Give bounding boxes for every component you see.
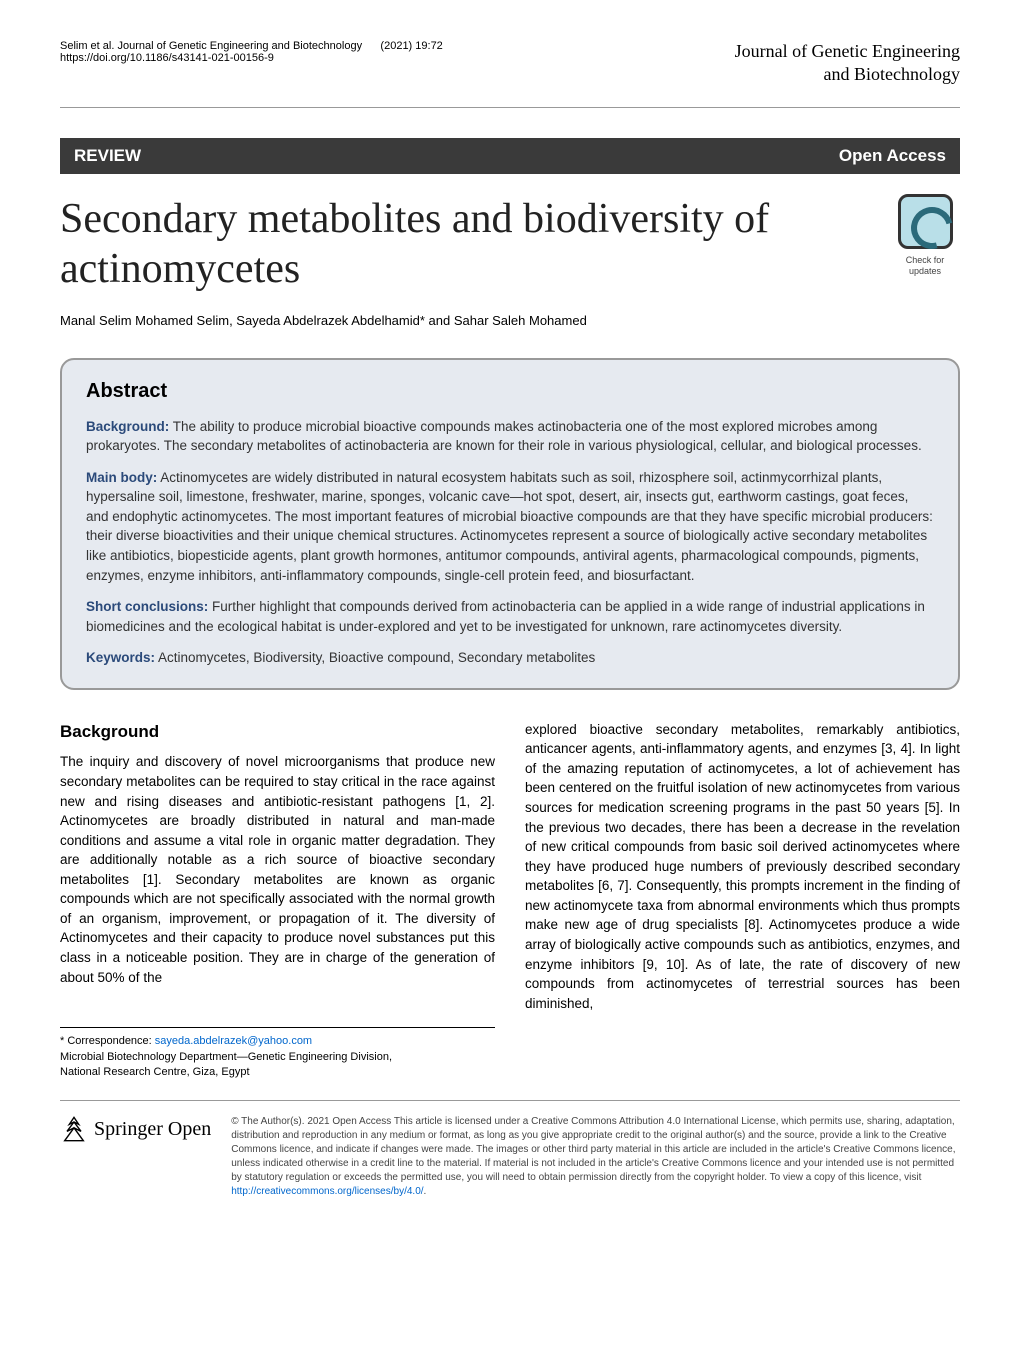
body-col2-text: explored bioactive secondary metabolites… [525, 720, 960, 1013]
page-header: Selim et al. Journal of Genetic Engineer… [60, 40, 960, 87]
check-updates-button[interactable]: Check for updates [890, 194, 960, 284]
abstract-box: Abstract Background: The ability to prod… [60, 358, 960, 690]
publisher-name: Springer [94, 1118, 163, 1140]
correspondence-email[interactable]: sayeda.abdelrazek@yahoo.com [155, 1035, 312, 1047]
affiliation-line2: National Research Centre, Giza, Egypt [60, 1066, 250, 1078]
license-link[interactable]: http://creativecommons.org/licenses/by/4… [231, 1186, 423, 1197]
correspondence-label: * Correspondence: [60, 1035, 155, 1047]
abstract-background-label: Background: [86, 419, 169, 434]
citation-source: Selim et al. Journal of Genetic Engineer… [60, 40, 362, 52]
abstract-conclusions-label: Short conclusions: [86, 599, 208, 614]
springer-icon [60, 1115, 88, 1143]
citation: Selim et al. Journal of Genetic Engineer… [60, 40, 735, 64]
journal-line1: Journal of Genetic Engineering [735, 41, 960, 61]
body-col1-text: The inquiry and discovery of novel micro… [60, 752, 495, 987]
body-col1: Background The inquiry and discovery of … [60, 720, 495, 1081]
abstract-heading: Abstract [86, 380, 934, 403]
citation-volume: (2021) 19:72 [380, 40, 442, 52]
article-type: REVIEW [74, 146, 141, 166]
correspondence: * Correspondence: sayeda.abdelrazek@yaho… [60, 1027, 495, 1080]
journal-line2: and Biotechnology [824, 64, 960, 84]
article-type-bar: REVIEW Open Access [60, 138, 960, 174]
body-col2: explored bioactive secondary metabolites… [525, 720, 960, 1081]
header-divider [60, 107, 960, 108]
license-text: © The Author(s). 2021 Open Access This a… [231, 1115, 960, 1199]
check-updates-label: Check for updates [890, 255, 960, 277]
publisher-suffix: Open [168, 1118, 211, 1140]
section-heading-background: Background [60, 720, 495, 745]
abstract-background-text: The ability to produce microbial bioacti… [86, 419, 922, 454]
affiliation-line1: Microbial Biotechnology Department—Genet… [60, 1051, 392, 1063]
abstract-keywords: Keywords: Actinomycetes, Biodiversity, B… [86, 648, 934, 668]
abstract-mainbody-text: Actinomycetes are widely distributed in … [86, 470, 933, 583]
footer: Springer Open © The Author(s). 2021 Open… [60, 1101, 960, 1199]
journal-name: Journal of Genetic Engineering and Biote… [735, 40, 960, 87]
article-title: Secondary metabolites and biodiversity o… [60, 194, 870, 295]
check-updates-icon [898, 194, 953, 249]
abstract-conclusions-text: Further highlight that compounds derived… [86, 599, 925, 634]
publisher-logo: Springer Open [60, 1115, 211, 1143]
abstract-keywords-text: Actinomycetes, Biodiversity, Bioactive c… [155, 650, 595, 665]
authors: Manal Selim Mohamed Selim, Sayeda Abdelr… [60, 313, 960, 328]
license-body: © The Author(s). 2021 Open Access This a… [231, 1116, 955, 1183]
abstract-mainbody-label: Main body: [86, 470, 157, 485]
body-columns: Background The inquiry and discovery of … [60, 720, 960, 1081]
abstract-mainbody: Main body: Actinomycetes are widely dist… [86, 468, 934, 585]
abstract-conclusions: Short conclusions: Further highlight tha… [86, 597, 934, 636]
abstract-background: Background: The ability to produce micro… [86, 417, 934, 456]
abstract-keywords-label: Keywords: [86, 650, 155, 665]
open-access-label: Open Access [839, 146, 946, 166]
doi: https://doi.org/10.1186/s43141-021-00156… [60, 52, 274, 64]
